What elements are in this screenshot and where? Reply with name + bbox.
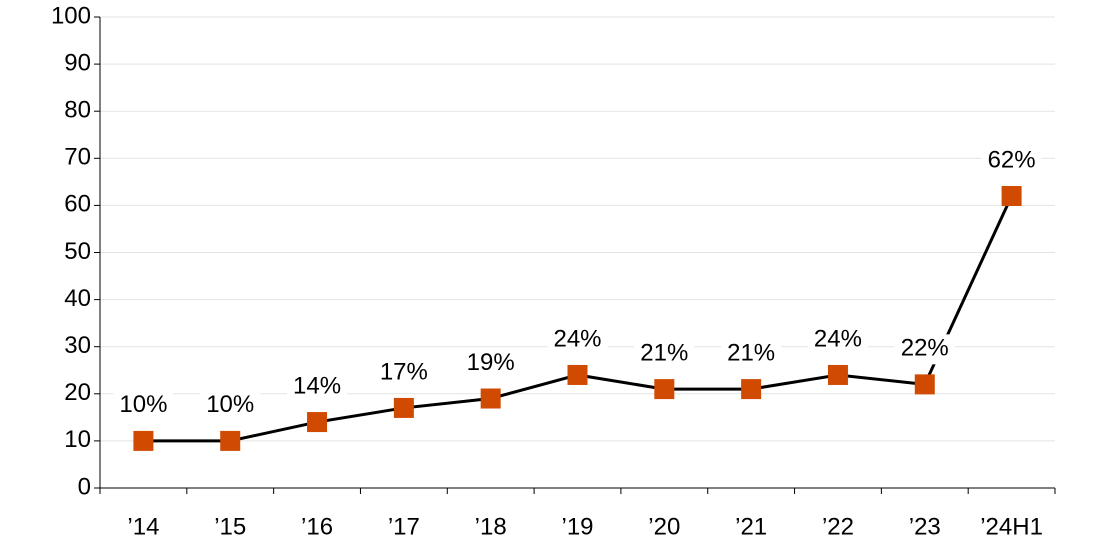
value-label-bg [547, 324, 608, 355]
marker [1001, 185, 1022, 206]
value-label: 19% [467, 349, 515, 376]
x-tick-label: ’19 [561, 513, 593, 540]
value-label-bg [807, 324, 868, 355]
value-label-bg [200, 390, 261, 421]
y-tick-label: 20 [64, 379, 91, 406]
marker [480, 388, 501, 409]
y-tick-label: 50 [64, 238, 91, 265]
y-tick-label: 60 [64, 191, 91, 218]
value-label: 10% [206, 391, 254, 418]
value-label-bg [721, 339, 782, 370]
marker [741, 379, 762, 400]
y-tick-label: 70 [64, 144, 91, 171]
y-tick-label: 30 [64, 332, 91, 359]
x-tick-label: ’18 [475, 513, 507, 540]
value-label-bg [460, 348, 521, 379]
marker [307, 412, 328, 433]
y-tick-label: 10 [64, 426, 91, 453]
y-tick-label: 80 [64, 97, 91, 124]
x-tick-label: ’22 [822, 513, 854, 540]
value-label: 10% [119, 391, 167, 418]
value-label-bg [373, 357, 434, 388]
marker [567, 364, 588, 385]
x-tick-label: ’14 [127, 513, 159, 540]
value-label-bg [894, 334, 955, 365]
value-label: 21% [640, 339, 688, 366]
x-tick-label: ’21 [735, 513, 767, 540]
marker [654, 379, 675, 400]
value-label: 62% [988, 146, 1036, 173]
value-label-bg [113, 390, 174, 421]
value-label: 24% [553, 325, 601, 352]
y-tick-label: 100 [51, 2, 91, 29]
value-label: 14% [293, 372, 341, 399]
value-label-bg [981, 145, 1042, 176]
value-label: 24% [814, 325, 862, 352]
x-tick-label: ’24H1 [980, 513, 1043, 540]
value-label-bg [634, 339, 695, 370]
value-label-bg [287, 372, 348, 403]
value-label: 22% [901, 335, 949, 362]
x-tick-label: ’23 [909, 513, 941, 540]
y-tick-label: 0 [78, 473, 91, 500]
x-tick-label: ’15 [214, 513, 246, 540]
y-tick-label: 40 [64, 285, 91, 312]
marker [827, 364, 848, 385]
marker [133, 430, 154, 451]
value-label: 17% [380, 358, 428, 385]
x-tick-label: ’16 [301, 513, 333, 540]
line [143, 195, 1013, 443]
marker [393, 397, 414, 418]
x-tick-label: ’17 [388, 513, 420, 540]
x-tick-label: ’20 [648, 513, 680, 540]
y-tick-label: 90 [64, 49, 91, 76]
value-label: 21% [727, 339, 775, 366]
marker [914, 374, 935, 395]
marker [220, 430, 241, 451]
